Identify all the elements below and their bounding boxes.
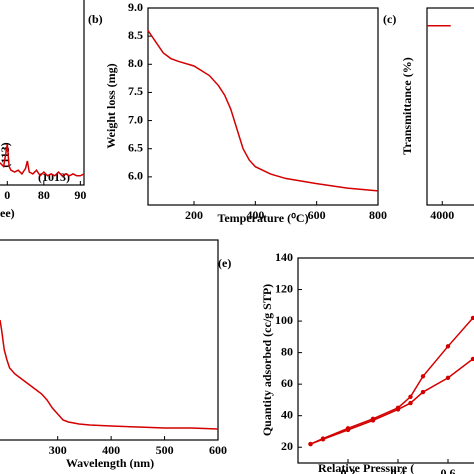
marker [320,436,326,441]
y-tick-label: 120 [275,281,293,295]
line [310,315,474,445]
y-axis-label: Quantity adsorbed (cc/g STP) [260,284,274,436]
y-tick-label: 60 [281,376,293,390]
marker [345,426,351,431]
x-tick-label: 0.6 [441,466,456,474]
x-tick-label: 200 [185,208,203,222]
x-tick-label: 4000 [430,208,454,222]
y-tick-label: 9.0 [128,0,143,14]
x-tick-label: 400 [246,208,264,222]
marker [470,356,474,362]
y-tick-label: 8.0 [128,56,143,70]
x-axis-label: Wavelength (nm) [66,456,154,470]
x-tick-label: 600 [308,208,326,222]
y-tick-label: 7.5 [128,84,143,98]
marker [408,400,413,406]
line [0,319,219,430]
marker [408,394,413,399]
y-tick-label: 6.0 [128,169,143,183]
x-axis-label: ee) [0,206,15,220]
x-tick-label: 800 [369,208,387,222]
y-axis-label: Weight loss (mg) [104,63,118,148]
x-tick-label: 0.4 [391,466,406,474]
x-tick-label: 0 [4,188,10,202]
y-tick-label: 100 [275,313,293,327]
frame [426,7,474,206]
line [147,30,379,192]
panel-label: (b) [88,12,103,26]
line [0,144,85,177]
frame [0,239,219,441]
x-axis-label: Temperature (⁰C) [217,211,308,225]
x-tick-label: 600 [209,443,227,457]
x-axis-label: Relative Pressure ( [318,461,414,474]
x-tick-label: 90 [74,188,86,202]
y-tick-label: 8.5 [128,28,143,42]
line [310,357,474,445]
frame [0,0,85,186]
marker [420,389,426,395]
y-tick-label: 80 [281,344,293,358]
y-tick-label: 6.5 [128,140,143,154]
x-tick-label: 80 [38,188,50,202]
y-tick-label: 40 [281,407,293,421]
panel-label: (e) [218,256,231,270]
marker [308,441,313,447]
marker [445,344,451,349]
y-tick-label: 7.0 [128,112,143,126]
x-tick-label: 500 [156,443,174,457]
frame [147,7,379,206]
marker [370,416,376,422]
y-axis-label: Transmittance (%) [400,57,414,154]
x-tick-label: 400 [102,443,120,457]
annotation: (1013) [38,170,70,184]
panel-label: (c) [383,12,396,26]
y-tick-label: 140 [275,250,293,264]
frame [297,257,474,464]
marker [470,315,474,321]
y-tick-label: 20 [281,439,293,453]
marker [445,375,451,381]
x-tick-label: 0.2 [341,466,356,474]
marker [395,405,401,411]
x-tick-label: 300 [49,443,67,457]
marker [420,374,426,379]
